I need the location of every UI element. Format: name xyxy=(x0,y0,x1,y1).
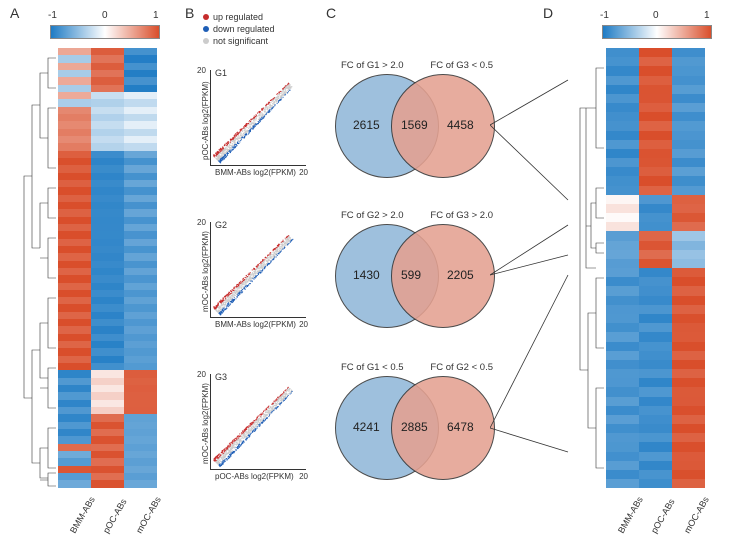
heatmap-d xyxy=(606,48,705,488)
colorbar-a-max: 1 xyxy=(153,10,159,21)
legend-item-up: up regulated xyxy=(203,12,275,22)
legend-b: up regulated down regulated not signific… xyxy=(203,12,275,48)
heatmap-a-col2: pOC-ABs xyxy=(101,497,129,535)
heatmap-a-col1: BMM-ABs xyxy=(68,495,97,535)
legend-label-up: up regulated xyxy=(213,12,263,22)
venn-1: FC of G2 > 2.0FC of G3 > 2.014305992205 xyxy=(335,218,495,333)
venn-0: FC of G1 > 2.0FC of G3 < 0.5261515694458 xyxy=(335,68,495,183)
colorbar-d-max: 1 xyxy=(704,10,710,21)
colorbar-d-mid: 0 xyxy=(653,10,659,21)
scatter-g2: G22020mOC-ABs log2(FPKM)BMM-ABs log2(FPK… xyxy=(210,222,306,318)
heatmap-d-col1: BMM-ABs xyxy=(616,495,645,535)
panel-label-a: A xyxy=(10,5,19,21)
dendrogram-d xyxy=(566,48,606,488)
panel-label-b: B xyxy=(185,5,194,21)
panel-label-c: C xyxy=(326,5,336,21)
dendrogram-a xyxy=(18,48,58,488)
legend-item-ns: not significant xyxy=(203,36,275,46)
legend-dot-up xyxy=(203,14,209,20)
scatter-g1: G12020pOC-ABs log2(FPKM)BMM-ABs log2(FPK… xyxy=(210,70,306,166)
colorbar-a-min: -1 xyxy=(48,10,57,21)
legend-dot-down xyxy=(203,26,209,32)
heatmap-a xyxy=(58,48,157,488)
heatmap-d-col2: pOC-ABs xyxy=(649,497,677,535)
scatter-g3: G32020mOC-ABs log2(FPKM)pOC-ABs log2(FPK… xyxy=(210,374,306,470)
venn-2: FC of G1 < 0.5FC of G2 < 0.5424128856478 xyxy=(335,370,495,485)
heatmap-a-col3: mOC-ABs xyxy=(134,495,163,535)
heatmap-d-col3: mOC-ABs xyxy=(682,495,711,535)
venn-connectors xyxy=(490,60,570,480)
legend-dot-ns xyxy=(203,38,209,44)
legend-label-down: down regulated xyxy=(213,24,275,34)
colorbar-d-min: -1 xyxy=(600,10,609,21)
panel-label-d: D xyxy=(543,5,553,21)
colorbar-d xyxy=(602,25,712,39)
colorbar-a-mid: 0 xyxy=(102,10,108,21)
colorbar-a xyxy=(50,25,160,39)
legend-label-ns: not significant xyxy=(213,36,268,46)
legend-item-down: down regulated xyxy=(203,24,275,34)
